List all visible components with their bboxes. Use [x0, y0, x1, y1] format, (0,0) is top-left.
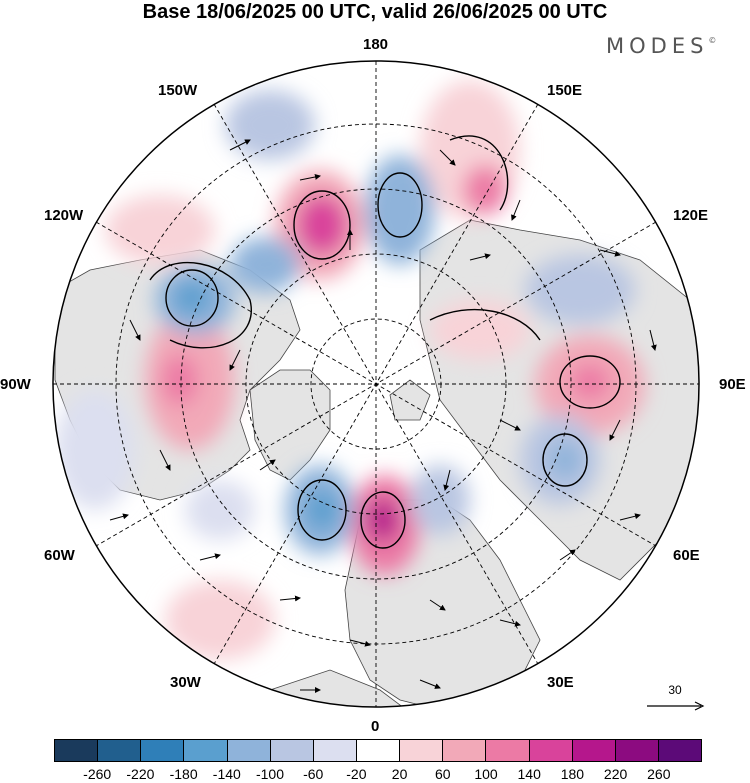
pos-anomaly-scand-core — [367, 498, 399, 542]
pos-anomaly-siberia-core — [570, 364, 610, 400]
colorbar-tick-label: 140 — [517, 766, 541, 782]
chart-title: Base 18/06/2025 00 UTC, valid 26/06/2025… — [142, 1, 608, 23]
neg-anomaly-gulf-alaska — [225, 90, 315, 160]
neg-anomaly-hudson-core — [174, 282, 210, 314]
colorbar-segment — [227, 740, 271, 761]
colorbar-segment — [55, 740, 99, 761]
height-contours — [149, 135, 621, 549]
reference-arrow-icon — [647, 701, 705, 711]
label-0: 0 — [371, 718, 380, 735]
colorbar-segment — [443, 740, 487, 761]
pos-anomaly-alaska — [105, 195, 215, 265]
colorbar-segment — [98, 740, 142, 761]
colorbar-tick-label: 180 — [560, 766, 585, 782]
label-120e: 120E — [673, 207, 709, 224]
label-90w: 90W — [0, 376, 31, 393]
colorbar-segment — [529, 740, 573, 761]
polar-map — [52, 60, 700, 708]
colorbar-segment — [141, 740, 185, 761]
neg-anomaly-ural-core — [547, 440, 583, 480]
neg-anomaly-barents — [410, 465, 470, 535]
colorbar-tick-label: -60 — [303, 766, 324, 782]
colorbar-segment — [356, 740, 401, 761]
modes-logo: MODES© — [606, 34, 717, 58]
colorbar-tick-label: -260 — [83, 766, 112, 782]
colorbar-tick-label: -100 — [255, 766, 285, 782]
pos-anomaly-bering-core — [297, 195, 347, 255]
colorbar-tick-label: 260 — [647, 766, 671, 782]
colorbar-tick-label: 100 — [474, 766, 498, 782]
pos-anomaly-atl — [165, 580, 275, 660]
label-180: 180 — [363, 36, 389, 53]
colorbar-tick-label: -220 — [126, 766, 155, 782]
label-120w: 120W — [44, 207, 84, 224]
neg-anomaly-icel-core — [306, 490, 338, 530]
colorbar-segment — [572, 740, 616, 761]
colorbar-tick-label: -140 — [212, 766, 241, 782]
graticule — [53, 61, 699, 707]
colorbar-segment — [270, 740, 314, 761]
reference-vector: 30 — [645, 683, 705, 713]
map-disk — [53, 61, 699, 707]
reference-vector-value: 30 — [668, 683, 682, 697]
colorbar-tick-label: -20 — [346, 766, 367, 782]
colorbar-tick-label: 220 — [603, 766, 628, 782]
pos-anomaly-npac-core — [463, 165, 507, 215]
label-30e: 30E — [547, 674, 574, 691]
colorbar-tick-label: -180 — [169, 766, 198, 782]
neg-anomaly-west-atl — [185, 480, 255, 540]
label-30w: 30W — [170, 674, 201, 691]
label-90e: 90E — [719, 376, 746, 393]
colorbar-segment — [486, 740, 530, 761]
pos-anomaly-canada-core — [162, 355, 198, 405]
neg-anomaly-chukchi — [365, 155, 435, 265]
label-150w: 150W — [158, 82, 198, 99]
greenland — [249, 369, 331, 481]
label-60e: 60E — [673, 547, 700, 564]
label-60w: 60W — [44, 547, 75, 564]
colorbar-tick-label: 60 — [435, 766, 451, 782]
colorbar — [54, 739, 702, 762]
colorbar-labels: -260 -220 -180 -140 -100 -60 -20 20 60 100 140 180 2… — [54, 766, 702, 782]
colorbar-segment — [184, 740, 228, 761]
colorbar-segment — [615, 740, 659, 761]
colorbar-segment — [658, 740, 702, 761]
africa-top — [269, 669, 422, 707]
neg-anomaly-wus — [55, 390, 135, 510]
colorbar-segment — [400, 740, 444, 761]
map-border — [52, 60, 700, 708]
colorbar-segment — [313, 740, 357, 761]
neg-anomaly-ne-siberia — [525, 255, 635, 325]
colorbar-tick-label: 20 — [391, 766, 408, 782]
neg-anomaly-beaufort — [230, 237, 300, 293]
label-150e: 150E — [547, 82, 583, 99]
